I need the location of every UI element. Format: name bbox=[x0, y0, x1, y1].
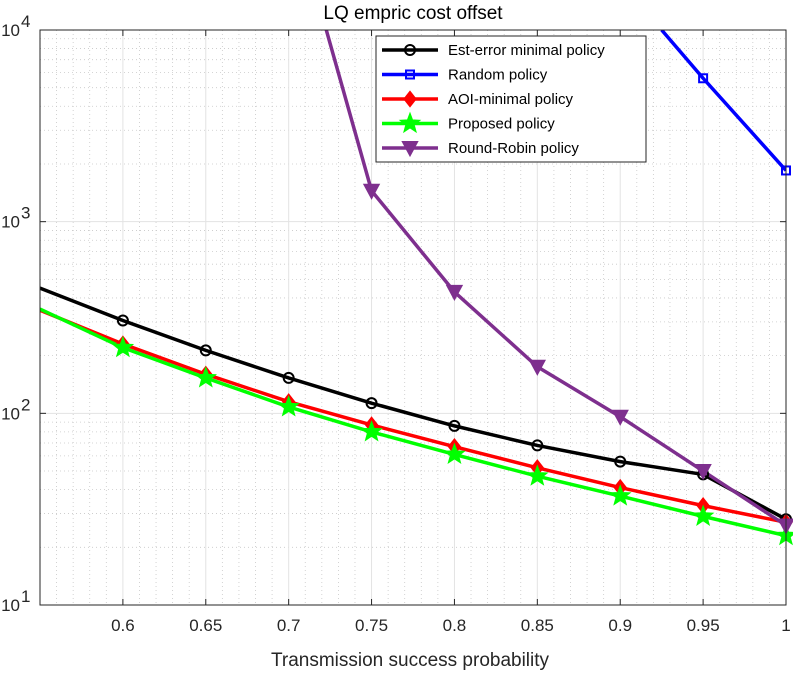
data-point bbox=[448, 419, 461, 432]
data-point bbox=[194, 366, 218, 388]
data-point bbox=[282, 371, 295, 384]
legend-entry: AOI-minimal policy bbox=[382, 90, 574, 108]
data-point bbox=[694, 464, 712, 481]
legend-entry: Random policy bbox=[382, 67, 548, 84]
data-point bbox=[362, 183, 381, 200]
x-tick-label: 0.65 bbox=[189, 616, 222, 635]
legend-entry: Round-Robin policy bbox=[382, 140, 579, 158]
series-markers-5 bbox=[362, 183, 793, 535]
legend-marker bbox=[401, 141, 419, 158]
series-line-4 bbox=[40, 307, 786, 538]
legend-marker bbox=[404, 44, 416, 56]
chart-title: LQ empric cost offset bbox=[323, 3, 503, 24]
data-point bbox=[365, 397, 378, 410]
x-tick-label: 0.75 bbox=[355, 616, 388, 635]
y-tick-label: 10 bbox=[1, 213, 20, 232]
x-axis-label: Transmission success probability bbox=[271, 650, 550, 671]
data-point bbox=[698, 73, 709, 84]
data-point bbox=[199, 344, 212, 357]
data-point bbox=[111, 335, 135, 358]
data-point bbox=[614, 455, 627, 468]
data-point bbox=[608, 484, 632, 506]
x-axis-ticks: 0.6 0.65 0.7 0.75 0.8 0.85 0.9 0.95 1 bbox=[111, 30, 791, 635]
data-point bbox=[277, 395, 300, 417]
series-line-2 bbox=[660, 30, 786, 172]
x-tick-label: 0.7 bbox=[277, 616, 301, 635]
legend-label: Proposed policy bbox=[448, 116, 555, 133]
x-tick-label: 0.9 bbox=[608, 616, 632, 635]
y-tick-exponent: 2 bbox=[21, 395, 30, 414]
data-point bbox=[360, 420, 383, 442]
legend-marker bbox=[398, 111, 422, 134]
x-tick-label: 1 bbox=[781, 616, 790, 635]
data-point bbox=[691, 504, 715, 526]
x-tick-label: 0.95 bbox=[687, 616, 720, 635]
legend-marker bbox=[405, 69, 415, 80]
data-point bbox=[528, 359, 547, 376]
legend-entry: Est-error minimal policy bbox=[382, 42, 605, 59]
y-tick-exponent: 1 bbox=[21, 587, 30, 606]
data-point bbox=[526, 464, 549, 486]
y-tick-label: 10 bbox=[1, 21, 20, 40]
series-markers-4 bbox=[111, 335, 793, 546]
x-tick-label: 0.85 bbox=[521, 616, 554, 635]
x-tick-label: 0.8 bbox=[443, 616, 467, 635]
x-tick-label: 0.6 bbox=[111, 616, 135, 635]
data-point bbox=[443, 442, 466, 465]
legend-label: Est-error minimal policy bbox=[448, 42, 605, 59]
data-point bbox=[445, 284, 464, 302]
data-point bbox=[116, 314, 129, 327]
axes-box bbox=[39, 29, 787, 606]
legend-marker bbox=[403, 90, 417, 108]
series-line-1 bbox=[40, 286, 786, 521]
legend-label: Round-Robin policy bbox=[448, 140, 579, 157]
y-tick-exponent: 4 bbox=[21, 12, 30, 31]
y-tick-label: 10 bbox=[1, 404, 20, 423]
data-point bbox=[531, 439, 544, 452]
legend-label: AOI-minimal policy bbox=[448, 91, 574, 108]
series-markers bbox=[111, 73, 793, 546]
legend-label: Random policy bbox=[448, 67, 548, 84]
y-tick-exponent: 3 bbox=[21, 204, 30, 223]
y-tick-label: 10 bbox=[1, 596, 20, 615]
data-point bbox=[611, 409, 629, 426]
legend: Est-error minimal policy Random policy AOI… bbox=[375, 35, 647, 163]
legend-entry: Proposed policy bbox=[382, 111, 555, 134]
series-line-3 bbox=[40, 308, 786, 525]
